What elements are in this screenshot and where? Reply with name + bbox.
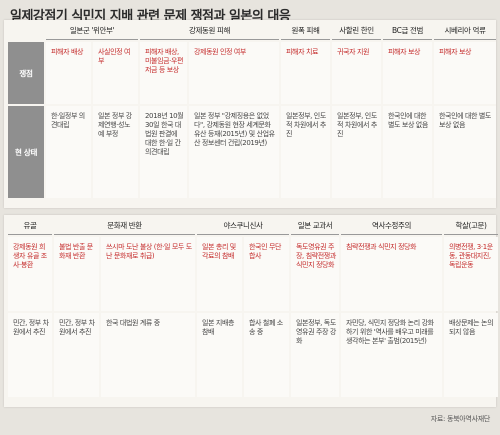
issue-cell: 불법 반출 문화재 반환 xyxy=(54,237,99,311)
status-cell: 한국인에 대한 별도 보상 없음 xyxy=(434,106,496,198)
issue-cell: 강제동원 희생자 유골 조사·봉환 xyxy=(8,237,52,311)
column-header: 시베리아 억류 xyxy=(434,24,496,40)
status-cell: 민간, 정부 차원에서 추진 xyxy=(54,313,99,397)
status-cell: 일본정부, 인도적 차원에서 추진 xyxy=(332,106,381,198)
column-header: 강제동원 피해 xyxy=(140,24,279,40)
status-cell: 한·일정부 의견대립 xyxy=(46,106,91,198)
issue-cell: 일본 총리 및 각료의 참배 xyxy=(197,237,242,311)
issue-cell: 쓰시마 도난 불상 (한·일 모두 도난 문화재로 취급) xyxy=(101,237,195,311)
column-header: 일본 교과서 xyxy=(291,219,339,235)
lower-table: 유골 문화재 반환 야스쿠니신사 일본 교과서 역사수정주의 학살(고문) 강제… xyxy=(8,219,498,403)
row-label-issue: 쟁점 xyxy=(8,42,44,104)
issue-cell: 침략전쟁과 식민지 정당화 xyxy=(341,237,442,311)
issue-cell: 강제동원 인정 여부 xyxy=(189,42,279,104)
column-header: 유골 xyxy=(8,219,52,235)
status-cell: 2018년 10월30일 한국 대법원 판결에 대한 한·일 간 의견대립 xyxy=(140,106,187,198)
column-header: 사할린 한인 xyxy=(332,24,381,40)
issue-cell: 한국인 무단합사 xyxy=(244,237,289,311)
upper-table: 일본군 '위안부' 강제동원 피해 원폭 피해 사할린 한인 BC급 전범 시베… xyxy=(8,24,496,204)
status-cell: 일본 정부 강제연행·성노예 부정 xyxy=(93,106,138,198)
column-header: 원폭 피해 xyxy=(281,24,330,40)
status-cell: 일본정부, 독도 영유권 주장 강화 xyxy=(291,313,339,397)
issue-cell: 사실인정 여부 xyxy=(93,42,138,104)
issue-cell: 피해자 배상 xyxy=(46,42,91,104)
column-header: 문화재 반환 xyxy=(54,219,195,235)
source-note: 자료: 동북아역사재단 xyxy=(430,415,491,423)
column-header: 학살(고문) xyxy=(444,219,498,235)
status-cell: 자민당, 식민지 정당화 논리 강화하기 위한 '역사를 배우고 미래를 생각하… xyxy=(341,313,442,397)
issue-cell: 피해자 보상 xyxy=(434,42,496,104)
issue-cell: 피해자 보상 xyxy=(383,42,432,104)
status-cell: 합사 철폐 소송 중 xyxy=(244,313,289,397)
column-header: 야스쿠니신사 xyxy=(197,219,289,235)
table-corner xyxy=(8,24,44,40)
status-cell: 배상문제는 논의되지 않음 xyxy=(444,313,498,397)
issue-cell: 귀국자 지원 xyxy=(332,42,381,104)
status-cell: 일본 정부 "강제징용은 없었다", 강제동원 현장 세계문화유산 등재(201… xyxy=(189,106,279,198)
column-header: 역사수정주의 xyxy=(341,219,442,235)
status-cell: 일본정부, 인도적 차원에서 추진 xyxy=(281,106,330,198)
issue-cell: 피해자 치료 xyxy=(281,42,330,104)
column-header: 일본군 '위안부' xyxy=(46,24,138,40)
column-header: BC급 전범 xyxy=(383,24,432,40)
status-cell: 민간, 정부 차원에서 추진 xyxy=(8,313,52,397)
issue-cell: 의병전쟁, 3·1운동, 관동대지진, 독립운동 xyxy=(444,237,498,311)
row-label-status: 현 상태 xyxy=(8,106,44,198)
issue-cell: 독도영유권 주장, 침략전쟁과 식민지 정당화 xyxy=(291,237,339,311)
status-cell: 한국 대법원 계류 중 xyxy=(101,313,195,397)
status-cell: 한국인에 대한 별도 보상 없음 xyxy=(383,106,432,198)
status-cell: 일본 지배층 참배 xyxy=(197,313,242,397)
issue-cell: 피해자 배상, 미불임금·우편저금 등 보상 xyxy=(140,42,187,104)
